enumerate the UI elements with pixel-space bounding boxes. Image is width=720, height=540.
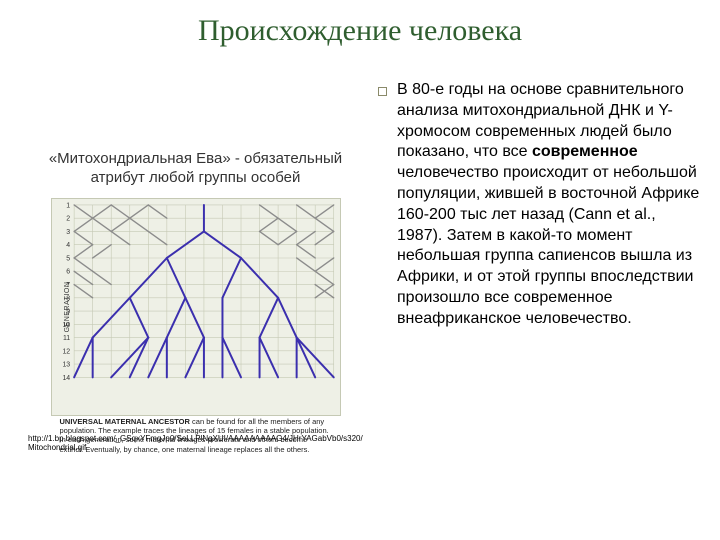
figure-caption: UNIVERSAL MATERNAL ANCESTOR can be found…	[52, 415, 340, 455]
svg-text:3: 3	[66, 228, 70, 235]
svg-text:2: 2	[66, 215, 70, 222]
figure-subtitle: «Митохондриальная Ева» - обязательный ат…	[28, 150, 363, 188]
svg-text:1: 1	[66, 202, 70, 209]
lineage-diagram: GENERATION 1234567891011121314 UNIVERSAL…	[51, 198, 341, 416]
body-post: человечество происходит от небольшой поп…	[397, 164, 699, 327]
body-bold: современное	[532, 143, 638, 160]
square-bullet-icon	[378, 87, 387, 96]
left-column: «Митохондриальная Ева» - обязательный ат…	[28, 150, 363, 452]
svg-text:14: 14	[62, 374, 70, 381]
right-column: В 80-е годы на основе сравнительного ана…	[378, 80, 700, 330]
lineage-svg: 1234567891011121314	[52, 199, 340, 415]
svg-text:6: 6	[66, 268, 70, 275]
svg-text:11: 11	[62, 335, 69, 342]
body-text: В 80-е годы на основе сравнительного ана…	[397, 80, 700, 330]
bullet-item: В 80-е годы на основе сравнительного ана…	[378, 80, 700, 330]
y-axis-label: GENERATION	[63, 281, 70, 332]
svg-text:5: 5	[66, 255, 70, 262]
svg-text:4: 4	[66, 242, 70, 249]
svg-text:12: 12	[62, 348, 70, 355]
page-title: Происхождение человека	[0, 14, 720, 48]
slide: Происхождение человека «Митохондриальная…	[0, 0, 720, 540]
caption-lead: UNIVERSAL MATERNAL ANCESTOR	[60, 417, 190, 426]
svg-text:13: 13	[62, 361, 70, 368]
